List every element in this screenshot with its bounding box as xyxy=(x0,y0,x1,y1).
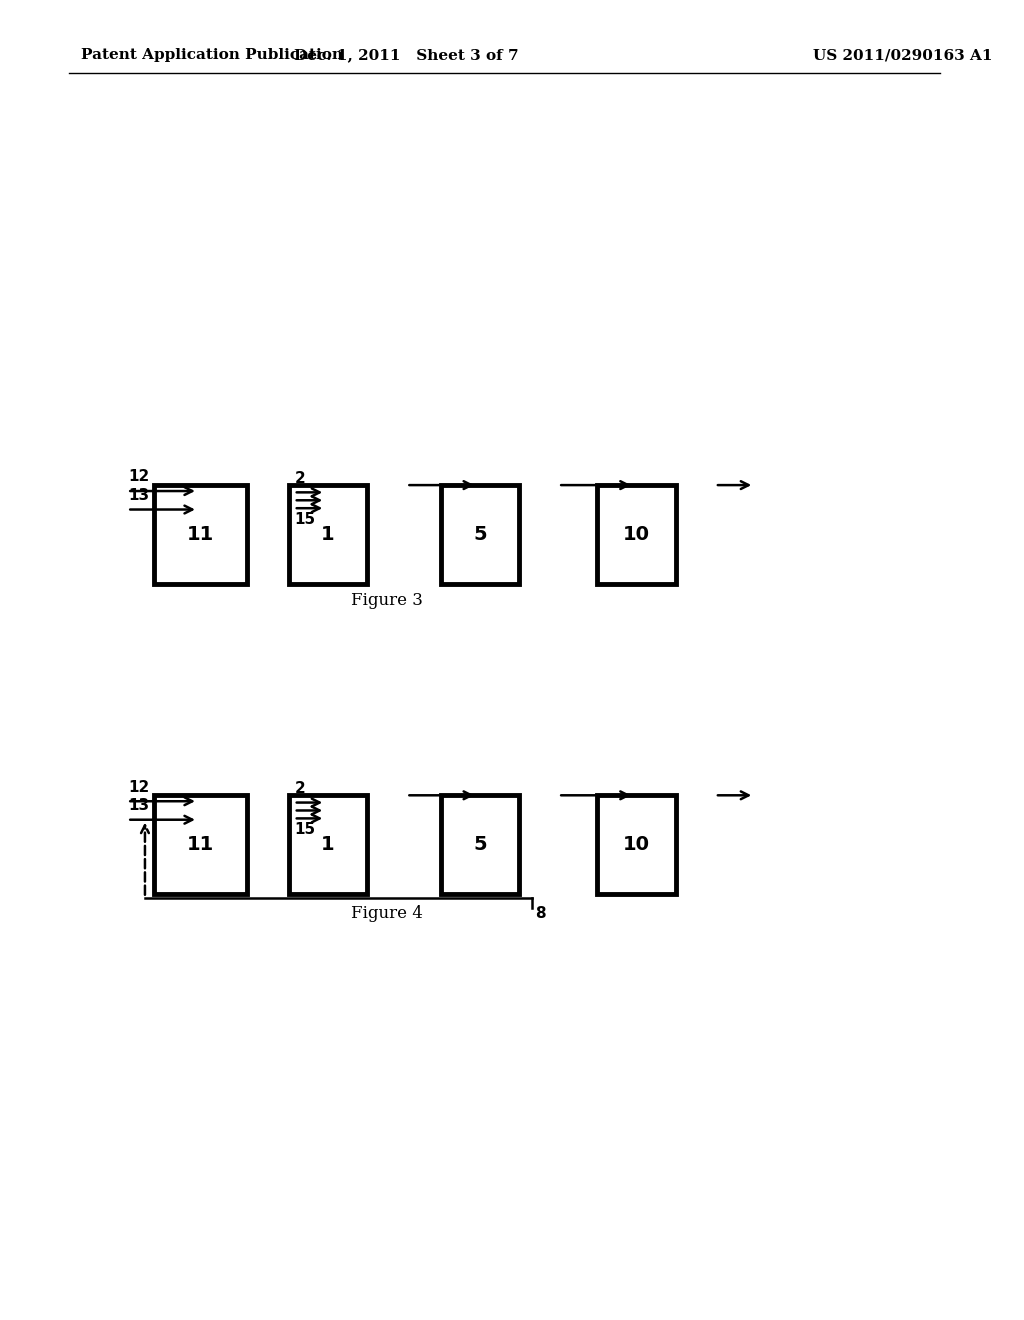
Text: 10: 10 xyxy=(624,836,650,854)
FancyBboxPatch shape xyxy=(440,486,519,583)
Text: 13: 13 xyxy=(128,488,150,503)
Text: 2: 2 xyxy=(295,471,305,486)
Text: 5: 5 xyxy=(473,836,486,854)
Text: 11: 11 xyxy=(187,836,214,854)
FancyBboxPatch shape xyxy=(597,486,676,583)
FancyBboxPatch shape xyxy=(155,795,248,895)
Text: Patent Application Publication: Patent Application Publication xyxy=(81,49,343,62)
Text: 12: 12 xyxy=(128,780,150,795)
FancyBboxPatch shape xyxy=(440,795,519,895)
Text: 1: 1 xyxy=(322,836,335,854)
Text: 1: 1 xyxy=(322,525,335,544)
Text: 8: 8 xyxy=(535,906,546,920)
FancyBboxPatch shape xyxy=(155,486,248,583)
Text: 15: 15 xyxy=(295,512,316,527)
FancyBboxPatch shape xyxy=(597,795,676,895)
FancyBboxPatch shape xyxy=(289,795,368,895)
Text: 11: 11 xyxy=(187,525,214,544)
Text: 12: 12 xyxy=(128,470,150,484)
Text: US 2011/0290163 A1: US 2011/0290163 A1 xyxy=(813,49,992,62)
Text: 10: 10 xyxy=(624,525,650,544)
Text: 2: 2 xyxy=(295,781,305,796)
Text: 13: 13 xyxy=(128,799,150,813)
Text: 15: 15 xyxy=(295,822,316,837)
Text: Figure 3: Figure 3 xyxy=(351,593,423,609)
Text: Dec. 1, 2011   Sheet 3 of 7: Dec. 1, 2011 Sheet 3 of 7 xyxy=(294,49,519,62)
Text: Figure 4: Figure 4 xyxy=(351,906,423,921)
Text: 5: 5 xyxy=(473,525,486,544)
FancyBboxPatch shape xyxy=(289,486,368,583)
